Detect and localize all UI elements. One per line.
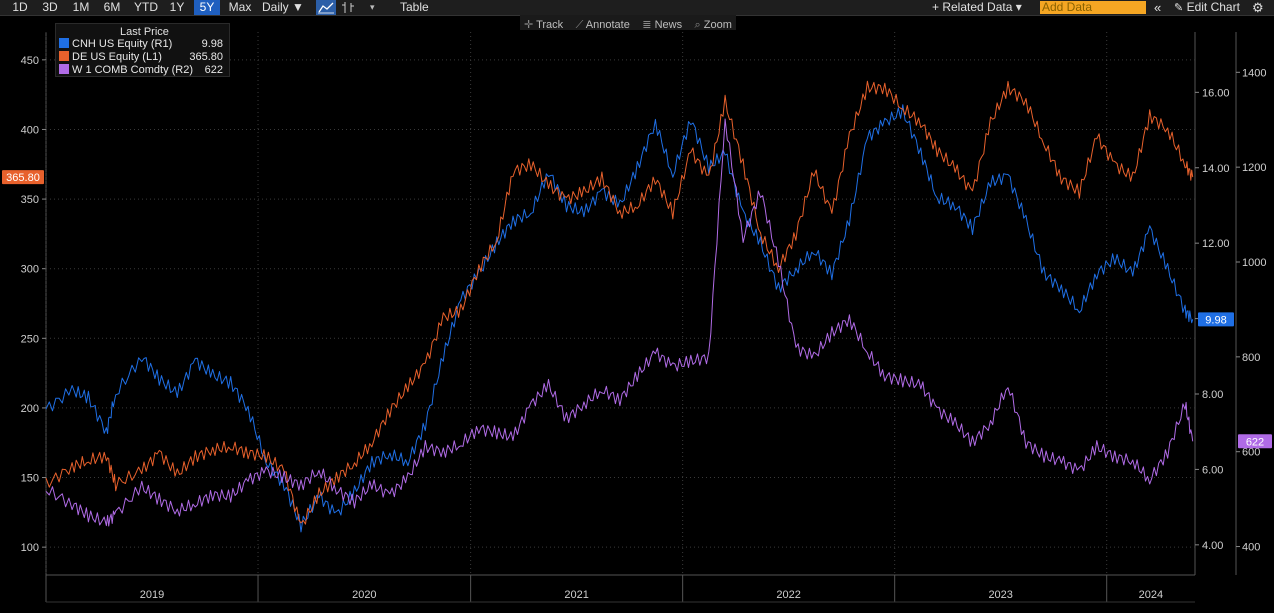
last-value-tag-l1: 365.80 — [2, 170, 44, 185]
range-ytd-button[interactable]: YTD — [134, 0, 158, 14]
last-value-tag-r2: 622 — [1238, 434, 1272, 449]
y-tick-label-left: 250 — [21, 333, 39, 345]
x-tick-label: 2019 — [140, 589, 164, 601]
series-line-r2 — [45, 118, 1194, 527]
frequency-dropdown[interactable]: Daily ▼ — [262, 0, 304, 14]
legend: Last Price CNH US Equity (R1) 9.98 DE US… — [55, 23, 230, 77]
legend-item-de[interactable]: DE US Equity (L1) 365.80 — [59, 51, 227, 64]
y-tick-label-r1: 8.00 — [1202, 389, 1223, 401]
legend-swatch — [59, 64, 69, 74]
crosshair-icon: ✛ — [524, 19, 534, 31]
x-tick-label: 2024 — [1139, 589, 1163, 601]
y-tick-label-r1: 6.00 — [1202, 464, 1223, 476]
range-1d-button[interactable]: 1D — [12, 0, 28, 14]
y-tick-label-left: 200 — [21, 403, 39, 415]
related-data-button[interactable]: + Related Data ▾ — [932, 0, 1022, 14]
y-tick-label-left: 450 — [21, 55, 39, 67]
chart-type-dropdown-icon[interactable]: ▾ — [370, 2, 375, 12]
y-tick-label-r1: 12.00 — [1202, 238, 1230, 250]
last-value-tag-bg — [1198, 312, 1234, 327]
zoom-button[interactable]: ⌕ Zoom — [691, 18, 736, 33]
news-button[interactable]: ≣ News — [638, 18, 686, 33]
ohlc-bar-icon — [342, 2, 354, 13]
y-tick-label-left: 300 — [21, 264, 39, 276]
legend-header: Last Price — [120, 26, 169, 38]
last-value-tag-text: 365.80 — [6, 172, 40, 184]
annotate-button[interactable]: ⟋ Annotate — [572, 18, 634, 33]
y-tick-label-r2: 1200 — [1242, 162, 1266, 174]
pencil-icon: ✎ — [1174, 2, 1184, 14]
line-chart-icon — [318, 2, 334, 14]
series-line-r1 — [45, 104, 1194, 533]
range-1m-button[interactable]: 1M — [72, 0, 90, 14]
last-value-tag-bg — [2, 170, 44, 185]
y-tick-label-left: 350 — [21, 194, 39, 206]
y-tick-label-r2: 800 — [1242, 352, 1260, 364]
last-value-tag-r1: 9.98 — [1198, 312, 1234, 327]
legend-swatch — [59, 51, 69, 61]
x-tick-label: 2020 — [352, 589, 376, 601]
y-tick-label-left: 400 — [21, 124, 39, 136]
last-value-tag-text: 622 — [1246, 436, 1264, 448]
legend-label: W 1 COMB Comdty (R2) — [72, 64, 194, 76]
chart-tools-bar: ✛ Track ⟋ Annotate ≣ News ⌕ Zoom — [520, 15, 736, 33]
bar-chart-type-button[interactable] — [340, 0, 356, 15]
track-label: Track — [536, 19, 564, 31]
legend-label: DE US Equity (L1) — [72, 51, 162, 63]
collapse-icon[interactable]: « — [1154, 0, 1162, 15]
zoom-label: Zoom — [703, 19, 732, 31]
range-5y-button[interactable]: 5Y — [194, 0, 220, 15]
range-3d-button[interactable]: 3D — [42, 0, 58, 14]
gear-icon[interactable]: ⚙ — [1252, 0, 1264, 15]
magnifier-icon: ⌕ — [694, 19, 701, 31]
y-tick-label-r2: 600 — [1242, 447, 1260, 459]
legend-item-wheat[interactable]: W 1 COMB Comdty (R2) 622 — [59, 64, 227, 77]
y-tick-label-r2: 1400 — [1242, 67, 1266, 79]
track-button[interactable]: ✛ Track — [520, 18, 567, 33]
table-button[interactable]: Table — [400, 0, 429, 14]
annotate-pen-icon: ⟋ — [575, 19, 584, 31]
range-1y-button[interactable]: 1Y — [169, 0, 185, 14]
x-tick-label: 2022 — [776, 589, 800, 601]
edit-chart-label: Edit Chart — [1186, 0, 1240, 14]
last-value-tag-bg — [1238, 434, 1272, 449]
add-data-input[interactable] — [1040, 1, 1146, 14]
last-value-tag-text: 9.98 — [1205, 314, 1226, 326]
y-tick-label-r1: 16.00 — [1202, 87, 1230, 99]
legend-swatch — [59, 38, 69, 48]
annotate-label: Annotate — [585, 19, 630, 31]
x-tick-label: 2021 — [564, 589, 588, 601]
range-max-button[interactable]: Max — [228, 0, 252, 14]
line-chart-type-button[interactable] — [316, 0, 336, 15]
legend-value: 9.98 — [201, 38, 223, 50]
y-tick-label-r2: 400 — [1242, 542, 1260, 554]
legend-label: CNH US Equity (R1) — [72, 38, 173, 50]
y-tick-label-left: 150 — [21, 473, 39, 485]
y-tick-label-r1: 4.00 — [1202, 540, 1223, 552]
news-label: News — [654, 19, 683, 31]
news-icon: ≣ — [642, 19, 652, 31]
y-tick-label-r1: 14.00 — [1202, 163, 1230, 175]
series-line-l1 — [45, 80, 1194, 525]
legend-value: 622 — [204, 64, 223, 76]
legend-item-cnh[interactable]: CNH US Equity (R1) 9.98 — [59, 38, 227, 51]
y-tick-label-r2: 1000 — [1242, 257, 1266, 269]
y-tick-label-left: 100 — [21, 542, 39, 554]
range-6m-button[interactable]: 6M — [103, 0, 121, 14]
edit-chart-button[interactable]: ✎ Edit Chart — [1174, 0, 1240, 15]
x-tick-label: 2023 — [988, 589, 1012, 601]
chart-toolbar: 1D 3D 1M 6M YTD 1Y 5Y Max Daily ▼ ▾ Tabl… — [0, 0, 1274, 16]
legend-value: 365.80 — [189, 51, 223, 63]
